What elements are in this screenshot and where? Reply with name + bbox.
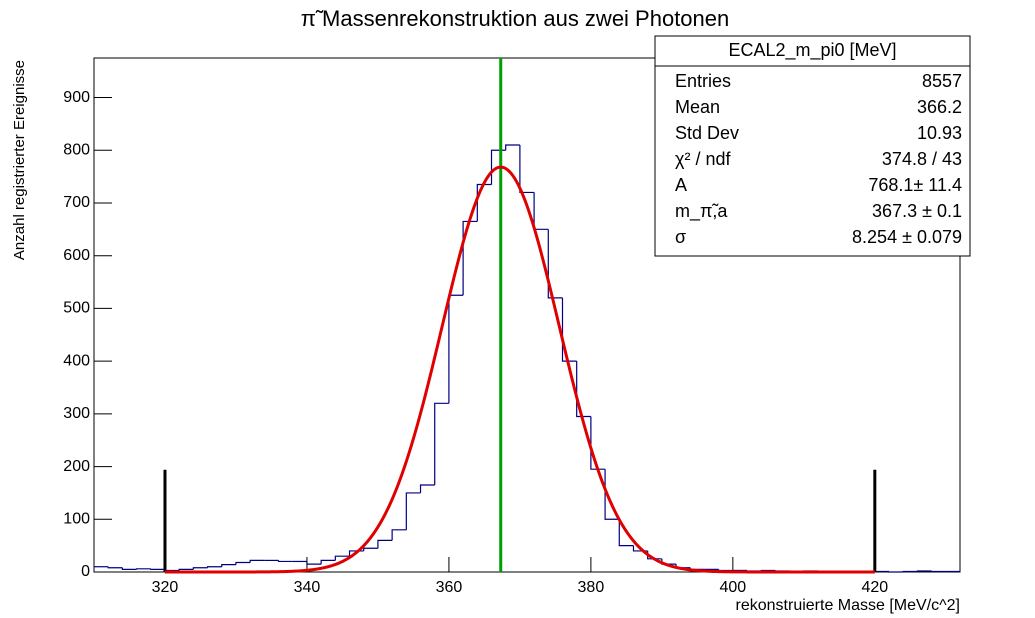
histogram-bin bbox=[135, 568, 151, 570]
x-tick-label: 320 bbox=[152, 579, 179, 596]
x-tick-label: 400 bbox=[720, 579, 747, 596]
histogram-bin bbox=[363, 547, 378, 551]
histogram-bin bbox=[576, 361, 591, 418]
stats-value: 374.8 / 43 bbox=[882, 149, 962, 169]
y-tick-label: 900 bbox=[63, 89, 90, 106]
stats-name: m_π̃,a bbox=[675, 201, 728, 222]
stats-value: 10.93 bbox=[917, 123, 962, 143]
histogram-bin bbox=[888, 571, 904, 573]
histogram-bin bbox=[434, 402, 449, 486]
histogram-bin bbox=[107, 566, 123, 569]
stats-title: ECAL2_m_pi0 [MeV] bbox=[728, 40, 896, 61]
histogram-bin bbox=[931, 570, 946, 573]
x-tick-label: 360 bbox=[436, 579, 463, 596]
histogram-bin bbox=[547, 229, 563, 299]
histogram-bin bbox=[462, 220, 478, 296]
stats-value: 8.254 ± 0.079 bbox=[852, 227, 962, 247]
stats-name: Mean bbox=[675, 97, 720, 117]
stats-name: Std Dev bbox=[675, 123, 739, 143]
stats-value: 8557 bbox=[922, 71, 962, 91]
y-tick-label: 300 bbox=[63, 405, 90, 422]
x-axis-label: rekonstruierte Masse [MeV/c^2] bbox=[736, 597, 960, 614]
chart-title: π̃ Massenrekonstruktion aus zwei Photone… bbox=[301, 6, 730, 31]
histogram-bin bbox=[902, 570, 918, 573]
histogram-bin bbox=[391, 529, 407, 541]
x-tick-label: 380 bbox=[578, 579, 605, 596]
y-tick-label: 400 bbox=[63, 352, 90, 369]
stats-box bbox=[654, 35, 971, 257]
histogram-bin bbox=[561, 297, 577, 362]
stats-value: 367.3 ± 0.1 bbox=[872, 201, 962, 221]
x-tick-label: 420 bbox=[861, 579, 888, 596]
histogram-bin bbox=[192, 567, 208, 570]
y-axis-label: Anzahl registrierter Ereignisse bbox=[11, 60, 28, 260]
histogram-bin bbox=[618, 519, 634, 547]
y-tick-label: 200 bbox=[63, 458, 90, 475]
y-tick-label: 700 bbox=[63, 194, 90, 211]
y-tick-label: 500 bbox=[63, 300, 90, 317]
stats-name: Entries bbox=[675, 71, 731, 91]
fit-curve bbox=[164, 165, 875, 574]
histogram-bin bbox=[505, 144, 520, 151]
histogram-bin bbox=[235, 561, 251, 565]
histogram-bin bbox=[249, 559, 265, 563]
histogram-bin bbox=[916, 570, 932, 572]
histogram-bin bbox=[476, 183, 492, 222]
stats-name: σ bbox=[675, 227, 686, 247]
histogram-bin bbox=[590, 416, 606, 470]
y-tick-label: 0 bbox=[81, 563, 90, 580]
histogram-bin bbox=[277, 560, 293, 563]
histogram-bin bbox=[320, 559, 336, 565]
y-tick-label: 100 bbox=[63, 511, 90, 528]
y-tick-label: 600 bbox=[63, 247, 90, 264]
histogram-bin bbox=[206, 566, 222, 568]
histogram-bin bbox=[519, 144, 535, 194]
histogram-bin bbox=[419, 484, 435, 493]
stats-name: A bbox=[675, 175, 687, 195]
histogram-bin bbox=[178, 568, 194, 571]
histogram-bin bbox=[150, 568, 165, 570]
plot-frame bbox=[93, 57, 961, 573]
stats-value: 366.2 bbox=[917, 97, 962, 117]
stats-value: 768.1± 11.4 bbox=[868, 175, 962, 195]
histogram-bin bbox=[221, 564, 236, 567]
histogram-bin bbox=[121, 567, 137, 570]
histogram-bin bbox=[334, 555, 350, 561]
stats-name: χ² / ndf bbox=[675, 149, 731, 169]
histogram-bin bbox=[405, 492, 421, 530]
histogram-bin bbox=[377, 539, 393, 549]
y-tick-label: 800 bbox=[63, 141, 90, 158]
x-tick-label: 340 bbox=[294, 579, 321, 596]
histogram-bin bbox=[306, 561, 322, 565]
